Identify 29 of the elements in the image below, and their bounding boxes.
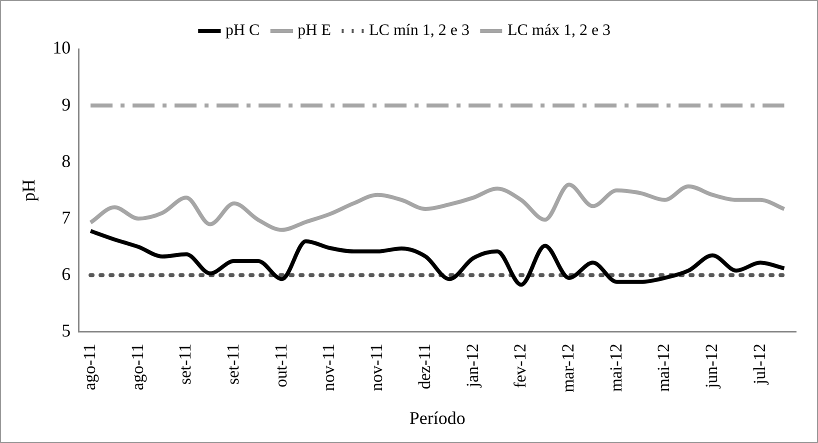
y-tick-label: 5 — [62, 320, 71, 340]
x-tick-label: jun-12 — [702, 344, 721, 390]
x-tick-label: mai-12 — [654, 344, 674, 392]
x-tick-label: out-11 — [271, 344, 290, 388]
legend-label: pH C — [225, 22, 260, 40]
x-tick-label: nov-11 — [367, 344, 386, 392]
line-series — [88, 229, 786, 287]
legend-label: LC máx 1, 2 e 3 — [507, 22, 611, 40]
y-axis-title: pH — [18, 179, 39, 202]
x-tick-label: ago-11 — [128, 344, 147, 390]
x-tick-label: ago-11 — [80, 344, 100, 390]
x-tick-label: set-11 — [176, 344, 195, 385]
x-tick-label: fev-12 — [510, 344, 530, 388]
x-axis-title: Período — [409, 408, 466, 428]
x-tick-label: jul-12 — [750, 344, 769, 386]
y-tick-label: 7 — [62, 207, 71, 228]
legend-label: pH E — [298, 22, 332, 40]
y-tick-label: 10 — [52, 38, 71, 58]
line-series — [88, 182, 786, 232]
x-tick-label: dez-11 — [414, 344, 434, 390]
y-tick-label: 6 — [62, 264, 71, 284]
x-tick-label: jan-12 — [462, 344, 482, 388]
x-tick-label: nov-11 — [319, 344, 338, 392]
legend-label: LC mín 1, 2 e 3 — [369, 22, 470, 40]
x-tick-label: mar-12 — [558, 344, 578, 392]
y-tick-label: 8 — [62, 150, 71, 171]
x-tick-label: set-11 — [224, 344, 243, 385]
x-tick-label: mai-12 — [606, 344, 626, 392]
y-tick-label: 9 — [62, 94, 71, 114]
